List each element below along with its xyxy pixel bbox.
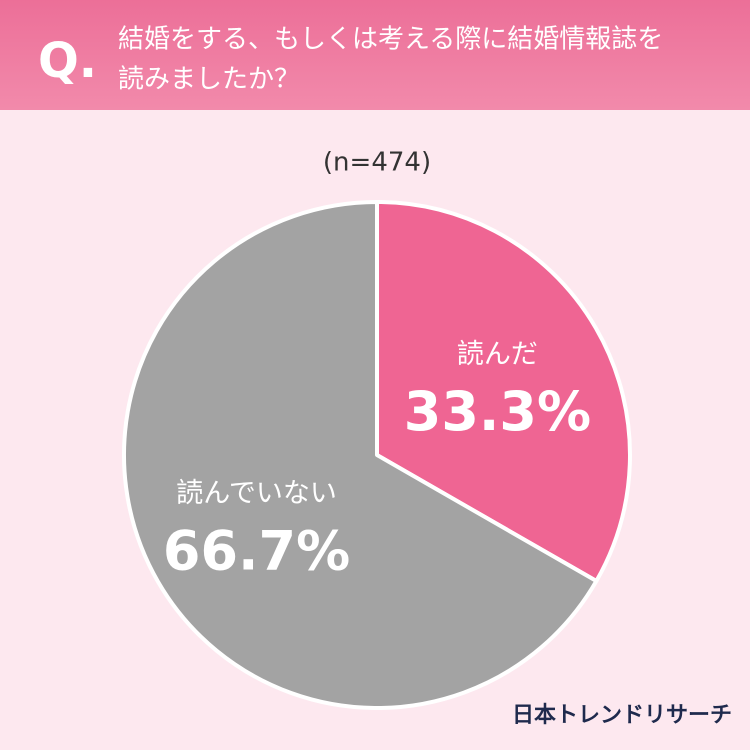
- subtitle: (n=474): [323, 148, 431, 178]
- slice-value-label: 66.7%: [163, 519, 350, 582]
- title-line: 読みましたか？: [118, 65, 300, 95]
- slice-label: 読んだ: [457, 339, 538, 370]
- slice-value-label: 33.3%: [404, 380, 591, 443]
- header-band: [0, 0, 750, 110]
- pie-slice: [122, 200, 599, 710]
- pie-slice: [375, 200, 632, 584]
- pie: 読んだ 33.3% 読んでいない 66.7%: [122, 200, 632, 710]
- source: 日本トレンドリサーチ: [512, 703, 732, 728]
- slice-label: 読んでいない: [176, 478, 337, 509]
- title-line: 結婚をする、もしくは考える際に結婚情報誌を: [118, 25, 663, 55]
- question-mark: Q.: [38, 33, 97, 89]
